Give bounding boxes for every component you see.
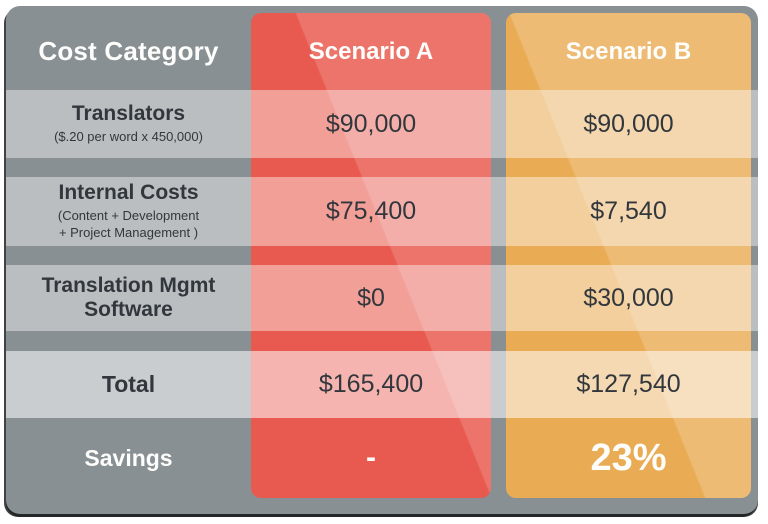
row-label: Internal Costs bbox=[58, 181, 199, 205]
row-label-cell: Translators ($.20 per word x 450,000) bbox=[6, 90, 251, 158]
scenario-b-value: $30,000 bbox=[583, 283, 674, 312]
row-label: Total bbox=[101, 371, 156, 398]
header-row: Cost Category Scenario A Scenario B bbox=[6, 13, 758, 90]
scenario-a-savings: - bbox=[366, 441, 376, 474]
table-row-savings: Savings - 23% bbox=[6, 418, 758, 498]
row-label-cell: Savings bbox=[6, 418, 251, 498]
scenario-b-value: $7,540 bbox=[590, 197, 667, 225]
scenario-b-savings: 23% bbox=[590, 436, 667, 479]
table-row-total: Total $165,400 $127,540 bbox=[6, 351, 758, 418]
row-label: Savings bbox=[84, 444, 173, 471]
header-scenario-a: Scenario A bbox=[308, 37, 434, 65]
table-row-translation-mgmt-software: Translation Mgmt Software $0 $30,000 bbox=[6, 265, 758, 331]
scenario-a-value: $90,000 bbox=[325, 109, 417, 138]
table-row-internal-costs: Internal Costs (Content + Development + … bbox=[6, 177, 758, 246]
header-cost-category: Cost Category bbox=[38, 36, 219, 66]
row-label: Translation Mgmt Software bbox=[41, 273, 216, 321]
cost-comparison-table: Cost Category Scenario A Scenario B Tran… bbox=[6, 6, 758, 514]
scenario-a-value: $75,400 bbox=[325, 197, 417, 225]
header-scenario-b: Scenario B bbox=[565, 37, 692, 65]
row-sublabel: (Content + Development + Project Managem… bbox=[57, 208, 200, 241]
row-sublabel: ($.20 per word x 450,000) bbox=[54, 129, 203, 145]
scenario-b-value: $90,000 bbox=[583, 109, 674, 138]
row-label: Translators bbox=[71, 101, 186, 125]
table-row-translators: Translators ($.20 per word x 450,000) $9… bbox=[6, 90, 758, 158]
scenario-a-value: $165,400 bbox=[318, 370, 424, 398]
row-label-cell: Translation Mgmt Software bbox=[6, 265, 251, 331]
row-label-cell: Internal Costs (Content + Development + … bbox=[6, 177, 251, 246]
scenario-b-value: $127,540 bbox=[576, 370, 681, 398]
row-label-cell: Total bbox=[6, 351, 251, 418]
scenario-a-value: $0 bbox=[357, 283, 385, 312]
